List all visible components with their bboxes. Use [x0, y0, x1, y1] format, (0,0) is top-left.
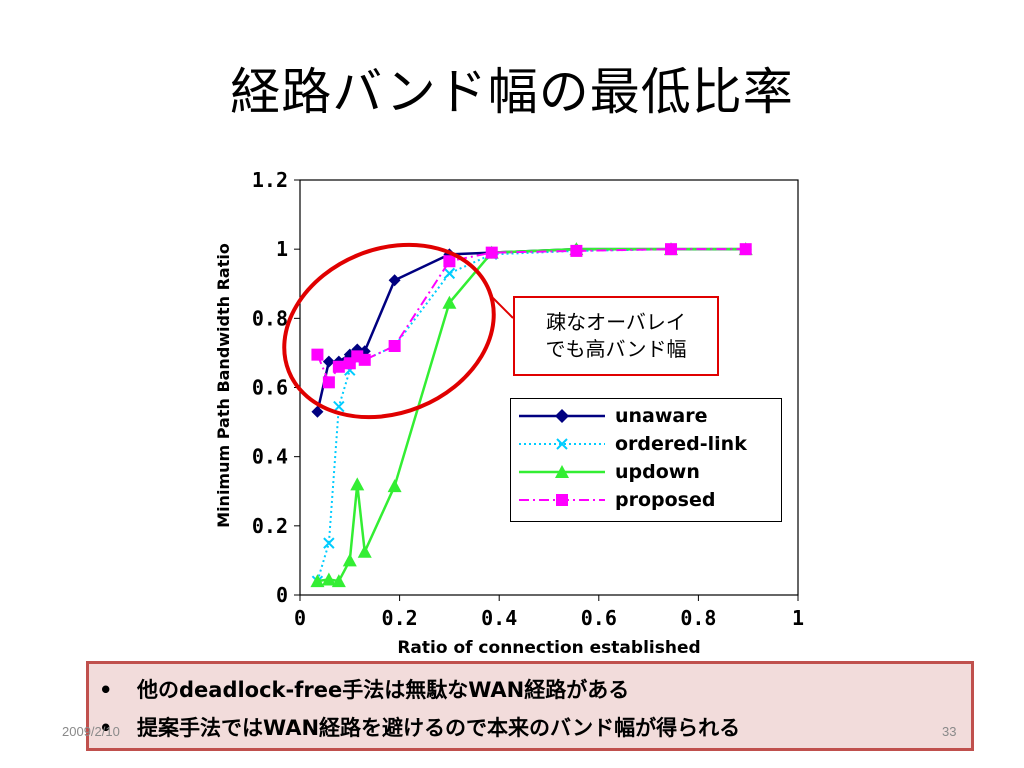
slide-page-number: 33 [942, 724, 957, 739]
notes-box: • 他のdeadlock-free手法は無駄なWAN経路がある • 提案手法ではWA… [86, 661, 974, 751]
data-point-unaware [322, 355, 335, 368]
y-tick-label: 0 [276, 583, 288, 607]
bandwidth-chart: 0 0.2 0.4 0.6 0.8 1 1.2 0 0.2 0.4 0.6 0.8 1 Ratio of … [214, 168, 804, 658]
legend-label-unaware: unaware [615, 405, 708, 427]
legend-item-proposed: proposed [517, 487, 715, 513]
legend-swatch-updown [519, 465, 605, 478]
legend-item-updown: updown [517, 459, 700, 485]
x-tick-label: 0 [294, 606, 306, 630]
data-point-proposed [358, 353, 371, 366]
data-point-updown [310, 574, 325, 588]
slide-date: 2009/2/10 [62, 724, 120, 739]
legend-item-unaware: unaware [517, 403, 708, 429]
legend-swatch-ordered-link [519, 438, 605, 450]
note-bullet-1: • [99, 678, 113, 702]
data-point-proposed [388, 340, 401, 352]
note-item-1: • 他のdeadlock-free手法は無駄なWAN経路がある [99, 674, 629, 704]
note-bullet-2: • [99, 716, 113, 740]
data-point-ordered-link [443, 267, 456, 280]
y-tick-label: 0.8 [252, 306, 288, 330]
callout-line-2: でも高バンド幅 [545, 337, 687, 361]
callout-box: 疎なオーバレイ でも高バンド幅 [513, 296, 719, 376]
data-point-updown [442, 295, 457, 309]
data-point-updown [350, 477, 365, 491]
data-point-proposed [322, 376, 335, 389]
data-point-updown [321, 572, 336, 586]
x-tick-label: 1 [792, 606, 804, 630]
data-point-proposed [739, 243, 752, 256]
legend-label-proposed: proposed [615, 489, 716, 511]
callout-line-1: 疎なオーバレイ [546, 310, 686, 334]
x-tick-label: 0.8 [680, 606, 716, 630]
data-point-proposed [332, 360, 345, 373]
note-item-2: • 提案手法ではWAN経路を避けるので本来のバンド幅が得られる [99, 712, 740, 742]
note-text-2: 提案手法ではWAN経路を避けるので本来のバンド幅が得られる [137, 716, 741, 740]
data-point-unaware [311, 405, 324, 418]
y-tick-label: 0.2 [252, 514, 288, 538]
data-point-updown [342, 553, 357, 567]
legend-label-updown: updown [615, 461, 700, 483]
note-text-1: 他のdeadlock-free手法は無駄なWAN経路がある [137, 678, 630, 702]
callout-pointer [489, 294, 514, 319]
legend-swatch-unaware [519, 409, 605, 423]
y-axis-label: Minimum Path Bandwidth Ratio [214, 243, 233, 528]
legend-item-ordered-link: ordered-link [517, 431, 747, 457]
data-point-updown [331, 574, 346, 588]
data-point-proposed [311, 348, 324, 361]
y-tick-label: 0.6 [252, 376, 288, 400]
y-tick-label: 0.4 [252, 445, 288, 469]
x-tick-label: 0.6 [581, 606, 617, 630]
slide-title: 経路バンド幅の最低比率 [230, 63, 794, 121]
data-point-updown [387, 479, 402, 493]
chart-legend: unaware ordered-link updown proposed [510, 398, 782, 522]
legend-swatch-proposed [519, 494, 605, 506]
data-point-proposed [443, 255, 456, 268]
x-tick-label: 0.4 [481, 606, 517, 630]
data-point-proposed [485, 246, 498, 259]
data-point-proposed [665, 243, 678, 256]
data-point-ordered-link [323, 537, 335, 549]
legend-label-ordered-link: ordered-link [615, 433, 747, 455]
data-point-proposed [570, 244, 583, 257]
data-point-updown [357, 544, 372, 558]
data-point-unaware [388, 274, 401, 287]
data-point-ordered-link [333, 400, 345, 413]
y-tick-label: 1 [276, 237, 288, 261]
x-axis-label: Ratio of connection established [397, 638, 700, 658]
y-tick-label: 1.2 [252, 168, 288, 192]
x-tick-label: 0.2 [382, 606, 418, 630]
highlight-ellipse [282, 242, 496, 420]
